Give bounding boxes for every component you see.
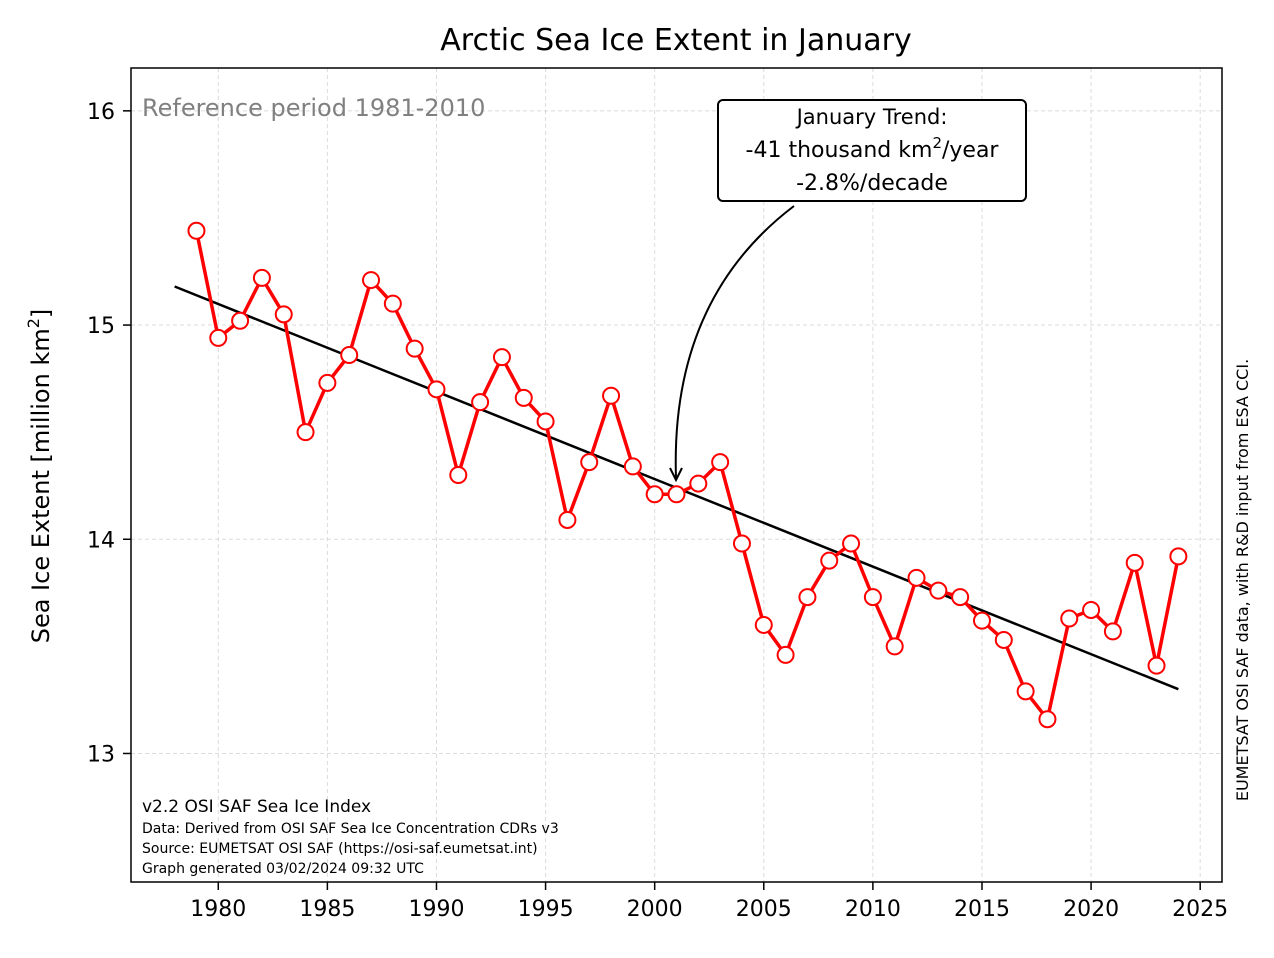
y-tick-label: 16: [87, 100, 115, 125]
data-point: [1103, 622, 1122, 641]
data-point: [1169, 547, 1188, 566]
data-point: [209, 328, 228, 347]
data-point: [1125, 553, 1144, 572]
data-point: [842, 534, 861, 553]
footnote-source: Source: EUMETSAT OSI SAF (https://osi-sa…: [142, 841, 538, 857]
data-point: [231, 311, 250, 330]
chart-title: Arctic Sea Ice Extent in January: [440, 23, 911, 58]
side-credit: EUMETSAT OSI SAF data, with R&D input fr…: [1233, 359, 1252, 801]
data-point: [623, 457, 642, 476]
annotation-line-1: January Trend:: [795, 105, 948, 129]
data-point: [951, 588, 970, 607]
footnote-version: v2.2 OSI SAF Sea Ice Index: [142, 797, 371, 817]
data-point: [863, 588, 882, 607]
data-point: [885, 637, 904, 656]
x-tick-label: 2025: [1172, 897, 1228, 922]
y-tick-label: 15: [87, 314, 115, 339]
data-point: [427, 380, 446, 399]
data-point: [1060, 609, 1079, 628]
data-point: [711, 453, 730, 472]
annotation-line-2-end: /year: [942, 138, 999, 163]
data-point: [492, 348, 511, 367]
data-point: [252, 268, 271, 287]
data-point: [471, 393, 490, 412]
data-point: [580, 453, 599, 472]
data-point: [558, 510, 577, 529]
data-point: [667, 485, 686, 504]
data-points: [187, 221, 1188, 729]
data-point: [405, 339, 424, 358]
y-axis-label-sup: 2: [24, 318, 43, 328]
x-tick-label: 2020: [1063, 897, 1119, 922]
data-point: [732, 534, 751, 553]
y-axis-label-end: ]: [27, 309, 55, 318]
data-point: [296, 423, 315, 442]
x-tick-label: 2000: [627, 897, 683, 922]
grid: [131, 68, 1222, 882]
data-point: [187, 221, 206, 240]
data-point: [994, 630, 1013, 649]
data-point: [1016, 682, 1035, 701]
y-tick-label: 14: [87, 528, 115, 553]
y-axis-label-main: Sea Ice Extent [million km: [27, 328, 55, 643]
data-point: [536, 412, 555, 431]
data-point: [645, 485, 664, 504]
data-point: [754, 615, 773, 634]
data-point: [1038, 710, 1057, 729]
footnote-data: Data: Derived from OSI SAF Sea Ice Conce…: [142, 821, 559, 837]
data-point: [907, 568, 926, 587]
data-point: [274, 305, 293, 324]
annotation-line-2: -41 thousand km2/year: [746, 134, 1000, 163]
y-axis-label: Sea Ice Extent [million km2]: [24, 309, 55, 644]
x-tick-label: 1995: [518, 897, 574, 922]
x-tick-label: 2005: [736, 897, 792, 922]
data-point: [383, 294, 402, 313]
data-point: [514, 388, 533, 407]
data-point: [929, 581, 948, 600]
data-point: [689, 474, 708, 493]
annotation-line-2-main: -41 thousand km: [746, 138, 933, 163]
data-point: [972, 611, 991, 630]
annotation-line-3: -2.8%/decade: [796, 171, 948, 196]
data-point: [1082, 600, 1101, 619]
data-point: [602, 386, 621, 405]
data-point: [798, 588, 817, 607]
data-point: [776, 645, 795, 664]
annotation-line-2-sup: 2: [932, 134, 942, 152]
reference-period-label: Reference period 1981-2010: [142, 94, 485, 122]
annotation-arrow: [674, 205, 795, 479]
x-tick-label: 2010: [845, 897, 901, 922]
data-point: [1147, 656, 1166, 675]
x-tick-label: 1990: [408, 897, 464, 922]
annotation-box: [717, 99, 1027, 202]
plot-frame: [130, 67, 1223, 883]
footnote-generated: Graph generated 03/02/2024 09:32 UTC: [142, 861, 424, 877]
x-tick-label: 1980: [190, 897, 246, 922]
data-point: [318, 373, 337, 392]
series-line-january-extent: [194, 230, 1181, 721]
data-point: [449, 466, 468, 484]
data-point: [362, 271, 381, 290]
data-point: [340, 346, 359, 365]
x-tick-label: 1985: [299, 897, 355, 922]
data-point: [820, 551, 839, 570]
axis-ticks: 1980 1985 1990 1995 2000 2005 2010 2015 2020 2025…: [87, 100, 1228, 922]
x-tick-label: 2015: [954, 897, 1010, 922]
y-tick-label: 13: [87, 742, 115, 767]
annotation-arrowhead: [669, 467, 683, 483]
